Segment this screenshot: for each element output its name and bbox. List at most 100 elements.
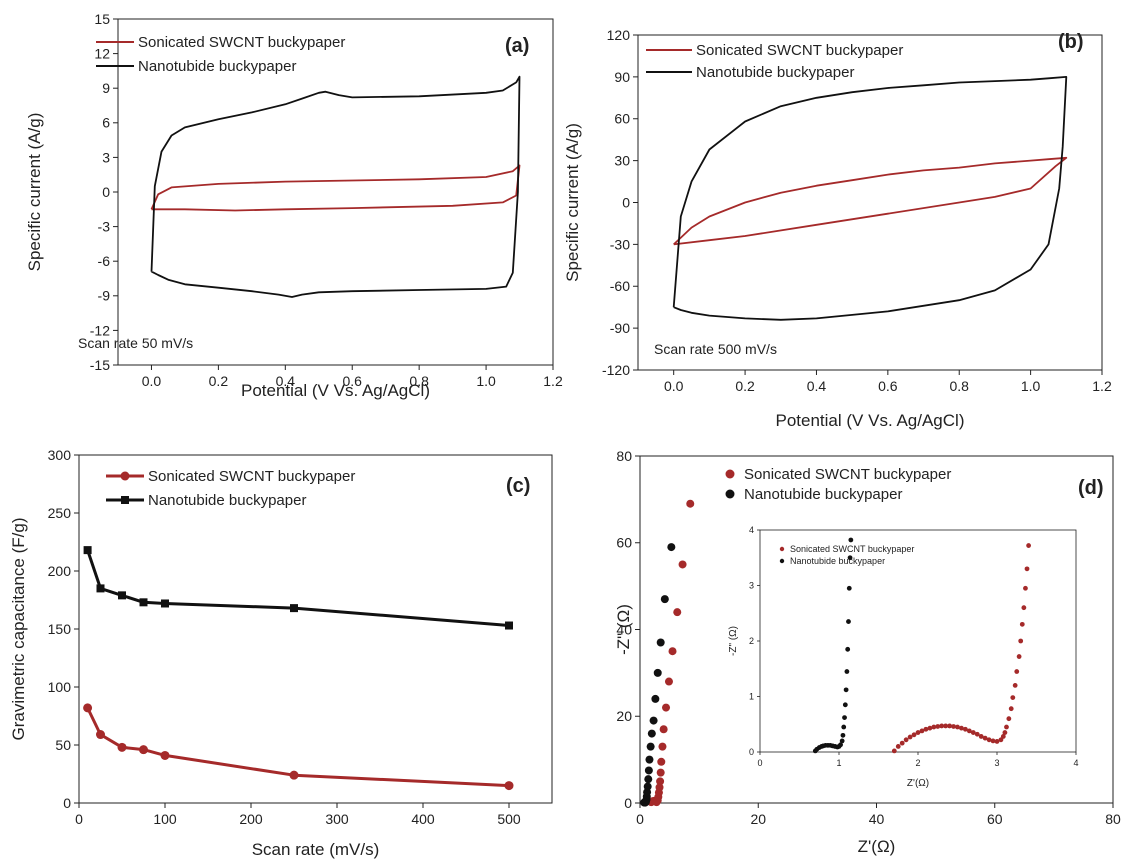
data-point [955, 724, 960, 730]
scan-rate-annotation: Scan rate 50 mV/s [78, 335, 193, 351]
x-tick-label: 0 [75, 811, 83, 827]
data-point [656, 768, 665, 777]
data-point [947, 723, 952, 729]
y-tick-label: 50 [55, 737, 71, 753]
data-point [943, 723, 949, 729]
data-point [1024, 566, 1030, 572]
data-point [659, 725, 668, 734]
data-point [838, 742, 843, 748]
y-tick-label: 1 [749, 692, 754, 702]
data-point [951, 724, 956, 729]
y-tick-label: 12 [94, 46, 110, 62]
data-point [117, 742, 127, 752]
x-tick-label: 3 [994, 758, 999, 768]
data-point [844, 669, 850, 674]
panel-c: 0 100 200 300 400 500 0 50 100 150 200 250 300 Scan r… [9, 447, 553, 859]
panel-tag: (b) [1058, 31, 1084, 53]
data-point [931, 724, 937, 730]
x-tick-label: 0.4 [276, 373, 296, 389]
y-tick-label: -12 [90, 322, 110, 338]
data-point [667, 543, 676, 552]
data-point [895, 744, 901, 749]
x-tick-label: 300 [325, 811, 349, 827]
scan-rate-annotation: Scan rate 500 mV/s [654, 341, 777, 357]
y-tick-label: 0 [624, 795, 632, 811]
data-point [848, 537, 854, 543]
inset-background [760, 530, 1076, 752]
data-point [994, 739, 1000, 744]
data-point [662, 703, 671, 712]
x-tick-label: 100 [153, 811, 177, 827]
data-point [653, 668, 662, 677]
data-point [647, 729, 656, 738]
y-tick-label: 30 [614, 153, 630, 169]
y-tick-label: 2 [749, 636, 754, 646]
data-point [644, 766, 653, 775]
panels: 0.0 0.2 0.4 0.6 0.8 1.0 1.2-15-12-9-6-30369121… [9, 11, 1121, 859]
data-point [927, 725, 933, 731]
y-tick-label: -60 [610, 278, 630, 294]
data-point [645, 755, 654, 764]
legend-label: Sonicated SWCNT buckypaper [790, 544, 914, 554]
data-point [1002, 730, 1008, 735]
data-point [656, 638, 665, 647]
x-tick-label: 400 [411, 811, 435, 827]
y-axis-label: -Z" (Ω) [614, 604, 633, 655]
data-point [842, 715, 847, 720]
data-point [290, 604, 298, 613]
data-point [939, 723, 945, 729]
data-point [1023, 585, 1028, 591]
y-tick-label: 90 [614, 69, 630, 85]
data-point [891, 748, 897, 754]
x-tick-label: 1.2 [1092, 378, 1112, 394]
x-tick-label: 0 [636, 811, 644, 827]
data-point [96, 730, 105, 740]
x-axis-label: Z'(Ω) [858, 837, 896, 856]
inset-plot: 0 1 2 3 4 0 1 2 3 4 Z'(Ω) -Z" (Ω) Sonicated SWCNT bu… [728, 525, 1079, 789]
data-point [843, 687, 849, 693]
data-point [656, 777, 665, 786]
legend-marker [779, 546, 785, 552]
series-line-0 [673, 156, 1068, 246]
y-tick-label: 6 [102, 115, 110, 131]
y-tick-label: 3 [102, 149, 110, 165]
y-tick-label: -90 [610, 320, 630, 336]
y-tick-label: 4 [749, 525, 754, 535]
inset-y-axis-label: -Z" (Ω) [728, 626, 739, 656]
legend-label: Sonicated SWCNT buckypaper [696, 42, 903, 59]
panel-a: 0.0 0.2 0.4 0.6 0.8 1.0 1.2 -15 -12 -9 -6 -3 0 3 6 9 12 1… [25, 11, 563, 400]
legend-label: Nanotubide buckypaper [148, 492, 306, 509]
data-point [990, 738, 996, 744]
x-axis-label: Potential (V Vs. Ag/AgCl) [776, 411, 965, 430]
y-axis-label: Specific current (A/g) [25, 113, 44, 272]
inset-x-axis-label: Z'(Ω) [907, 778, 929, 789]
x-tick-label: 1 [836, 758, 841, 768]
x-tick-label: 40 [869, 811, 885, 827]
x-tick-label: 0.6 [878, 378, 898, 394]
data-point [664, 677, 673, 686]
data-point [907, 734, 913, 740]
y-tick-label: 120 [607, 27, 631, 43]
legend-label: Sonicated SWCNT buckypaper [138, 34, 345, 51]
legend-label: Nanotubide buckypaper [744, 486, 902, 503]
series-line-1 [150, 75, 521, 298]
data-point [842, 702, 848, 708]
data-point [966, 728, 972, 734]
data-point [839, 738, 845, 744]
legend-label: Nanotubide buckypaper [696, 64, 854, 81]
y-axis-label: Specific current (A/g) [563, 123, 582, 282]
data-point [505, 621, 513, 630]
data-point [998, 737, 1004, 743]
x-axis-label: Potential (V Vs. Ag/AgCl) [241, 381, 430, 400]
data-point [83, 546, 92, 555]
data-point [840, 732, 846, 738]
data-point [1006, 716, 1012, 722]
x-tick-label: 1.0 [1021, 378, 1041, 394]
y-tick-label: 0 [63, 795, 71, 811]
data-point [911, 732, 917, 738]
y-tick-label: -120 [602, 362, 630, 378]
data-point [974, 731, 980, 737]
x-tick-label: 2 [915, 758, 920, 768]
y-tick-label: -15 [90, 357, 110, 373]
data-point [846, 585, 852, 591]
